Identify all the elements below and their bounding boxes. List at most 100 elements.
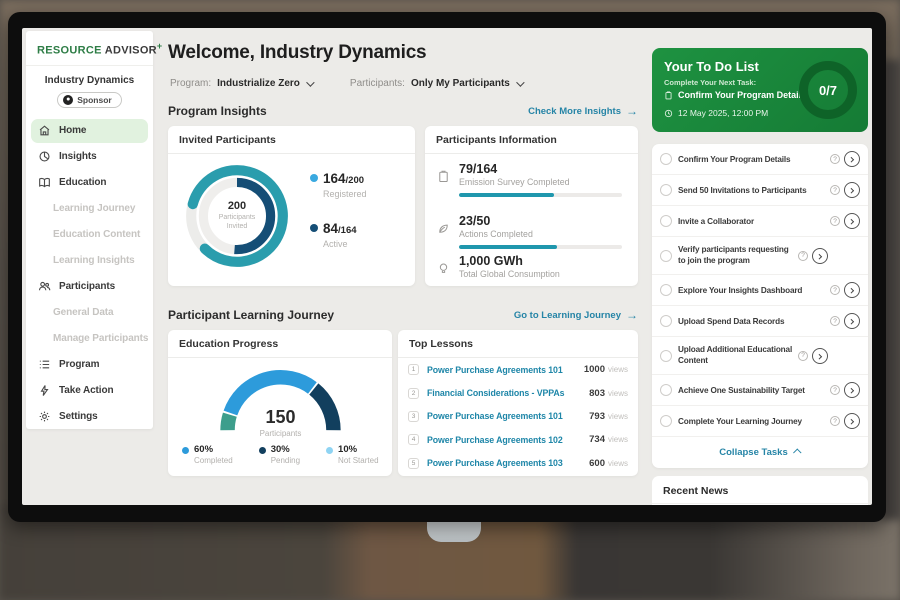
lesson-views-suffix: views — [607, 458, 628, 468]
task-checkbox[interactable] — [660, 284, 672, 296]
lesson-rank: 4 — [408, 434, 419, 446]
legend-item-registered: 164/200 Registered — [310, 170, 367, 199]
task-checkbox[interactable] — [660, 384, 672, 396]
help-icon[interactable]: ? — [830, 185, 840, 195]
stat-value: 79/164 — [459, 162, 498, 176]
task-checkbox[interactable] — [660, 249, 672, 262]
legend-value: 30% — [270, 444, 290, 455]
lesson-link[interactable]: Power Purchase Agreements 102 — [427, 434, 563, 445]
lesson-link[interactable]: Power Purchase Agreements 103 — [427, 458, 563, 469]
lesson-link[interactable]: Financial Considerations - VPPAs — [427, 388, 565, 399]
survey-icon — [437, 170, 450, 183]
sidebar-item-label: Home — [59, 125, 87, 137]
program-filter[interactable]: Program: Industrialize Zero — [170, 77, 315, 89]
sponsor-badge[interactable]: ● Sponsor — [57, 91, 122, 108]
task-checkbox[interactable] — [660, 315, 672, 327]
sidebar-item-program[interactable]: Program — [26, 352, 153, 378]
help-icon[interactable]: ? — [830, 416, 840, 426]
task-row[interactable]: Send 50 Invitations to Participants ? — [652, 175, 868, 206]
legend-item-pending: 30% Pending — [258, 444, 301, 465]
participants-filter-label: Participants: — [349, 78, 405, 89]
sidebar-item-general-data[interactable]: General Data — [26, 300, 153, 326]
task-checkbox[interactable] — [660, 184, 672, 196]
task-row[interactable]: Upload Additional Educational Content ? — [652, 337, 868, 375]
task-checkbox[interactable] — [660, 349, 672, 362]
task-go-button[interactable] — [812, 347, 828, 364]
task-go-button[interactable] — [844, 182, 860, 198]
chevron-down-icon — [516, 77, 525, 87]
task-checkbox[interactable] — [660, 415, 672, 427]
progress-bar — [459, 193, 622, 197]
legend-item-not-started: 10% Not Started — [326, 444, 379, 465]
help-icon[interactable]: ? — [830, 316, 840, 326]
lesson-link[interactable]: Power Purchase Agreements 101 — [427, 411, 563, 422]
sidebar-item-home[interactable]: Home — [26, 118, 153, 144]
todo-column: Your To Do List Complete Your Next Task:… — [652, 28, 868, 505]
sidebar-item-settings[interactable]: Settings — [26, 404, 153, 430]
task-checkbox[interactable] — [660, 215, 672, 227]
participants-filter[interactable]: Participants: Only My Participants — [349, 77, 525, 89]
help-icon[interactable]: ? — [798, 350, 808, 361]
stat-label: Total Global Consumption — [459, 269, 560, 279]
sidebar-item-label: Education Content — [53, 229, 141, 241]
lesson-row: 5 Power Purchase Agreements 103 600 view… — [398, 452, 638, 475]
sidebar-item-education[interactable]: Education — [26, 170, 153, 196]
check-more-insights-link[interactable]: Check More Insights → — [528, 104, 638, 118]
task-go-button[interactable] — [844, 213, 860, 229]
task-checkbox[interactable] — [660, 153, 672, 165]
lesson-views-suffix: views — [607, 365, 628, 375]
lesson-rank: 3 — [408, 410, 419, 422]
help-icon[interactable]: ? — [798, 250, 808, 261]
task-row[interactable]: Verify participants requesting to join t… — [652, 237, 868, 275]
sidebar-item-label: Learning Insights — [53, 255, 135, 267]
sidebar-item-manage-participants[interactable]: Manage Participants — [26, 326, 153, 352]
sidebar-item-label: Education — [59, 177, 107, 189]
legend-dot-cyan — [310, 174, 318, 182]
task-row[interactable]: Invite a Collaborator ? — [652, 206, 868, 237]
go-to-learning-journey-link[interactable]: Go to Learning Journey → — [514, 308, 638, 322]
task-row[interactable]: Confirm Your Program Details ? — [652, 144, 868, 175]
task-go-button[interactable] — [844, 151, 860, 167]
lesson-views: 734 — [589, 434, 605, 446]
legend-label: Not Started — [338, 456, 379, 465]
task-go-button[interactable] — [844, 313, 860, 329]
task-row[interactable]: Upload Spend Data Records ? — [652, 306, 868, 337]
task-row[interactable]: Explore Your Insights Dashboard ? — [652, 275, 868, 306]
legend-total: /200 — [345, 175, 365, 186]
collapse-tasks-label: Collapse Tasks — [719, 446, 788, 458]
task-row[interactable]: Achieve One Sustainability Target ? — [652, 375, 868, 406]
task-go-button[interactable] — [844, 413, 860, 429]
task-go-button[interactable] — [812, 247, 828, 264]
sidebar-item-label: Insights — [59, 151, 97, 163]
gauge-center-caption: Participants — [259, 429, 302, 438]
sidebar-item-participants[interactable]: Participants — [26, 274, 153, 300]
todo-next-task: Confirm Your Program Details — [664, 90, 806, 100]
legend-dot-navy — [310, 224, 318, 232]
task-label: Send 50 Invitations to Participants — [678, 185, 807, 195]
donut-center-value: 200 — [227, 200, 247, 213]
link-label: Check More Insights — [528, 105, 621, 117]
help-icon[interactable]: ? — [830, 385, 840, 395]
lesson-views-suffix: views — [607, 435, 628, 445]
help-icon[interactable]: ? — [830, 216, 840, 226]
logo-resource: RESOURCE — [37, 44, 102, 57]
help-icon[interactable]: ? — [830, 285, 840, 295]
sidebar-item-learning-journey[interactable]: Learning Journey — [26, 196, 153, 222]
sidebar-item-label: Participants — [59, 281, 116, 293]
lesson-link[interactable]: Power Purchase Agreements 101 — [427, 364, 563, 375]
sidebar-item-insights[interactable]: Insights — [26, 144, 153, 170]
legend-value: 10% — [338, 444, 358, 455]
invited-donut-chart: 200 Participants Invited — [181, 160, 293, 272]
sidebar-item-education-content[interactable]: Education Content — [26, 222, 153, 248]
logo-advisor: ADVISOR — [104, 44, 157, 57]
task-go-button[interactable] — [844, 382, 860, 398]
collapse-tasks-link[interactable]: Collapse Tasks — [652, 437, 868, 467]
sidebar-item-take-action[interactable]: Take Action — [26, 378, 153, 404]
todo-progress-value: 0/7 — [818, 82, 838, 98]
legend-total: /164 — [338, 225, 357, 236]
task-row[interactable]: Complete Your Learning Journey ? — [652, 406, 868, 437]
legend-label: Pending — [270, 456, 301, 465]
task-go-button[interactable] — [844, 282, 860, 298]
help-icon[interactable]: ? — [830, 154, 840, 164]
sidebar-item-learning-insights[interactable]: Learning Insights — [26, 248, 153, 274]
